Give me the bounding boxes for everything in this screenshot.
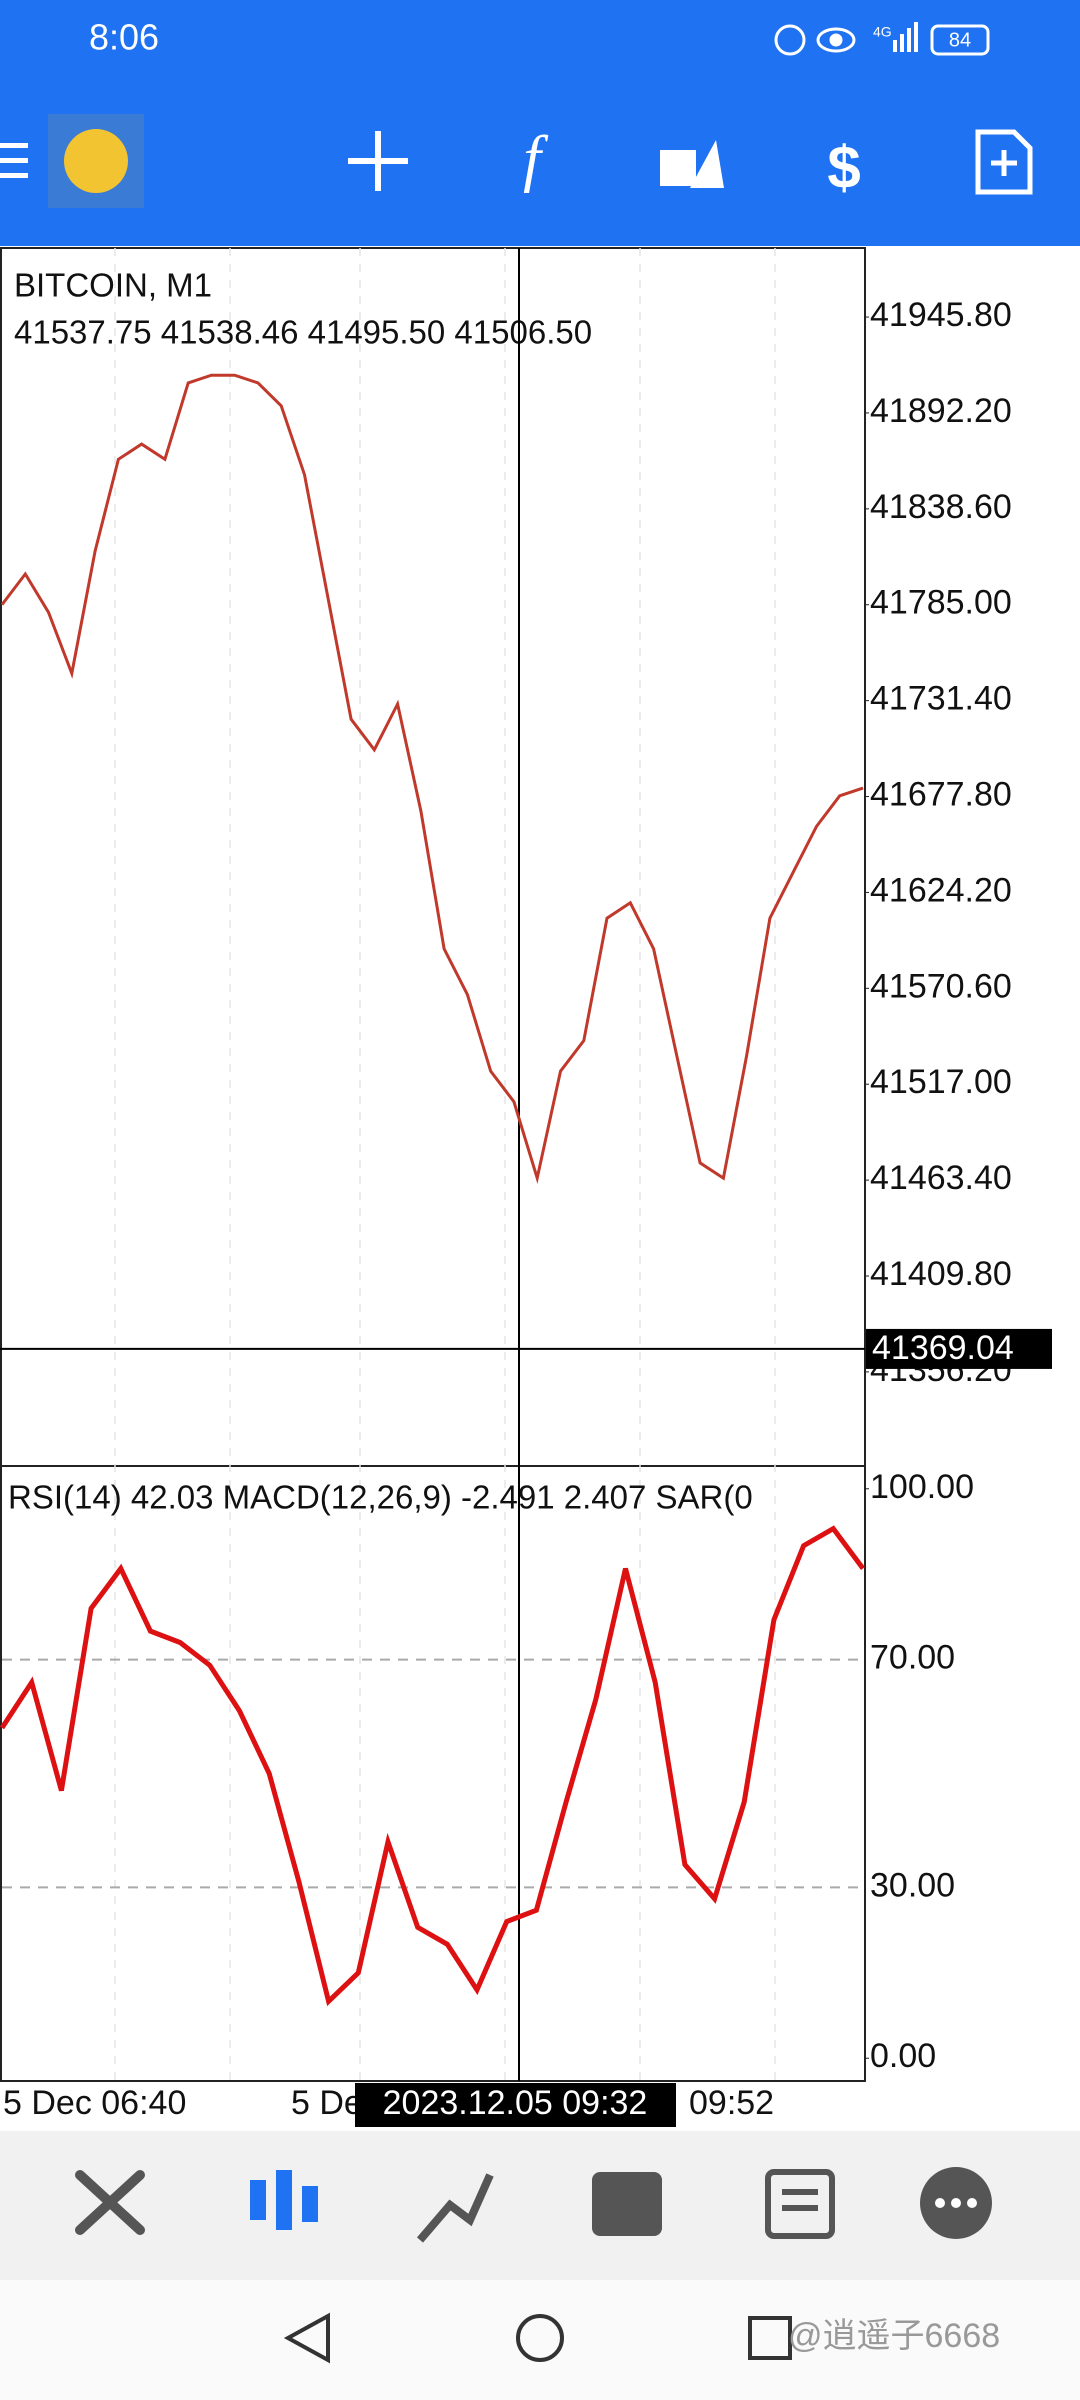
history-tab[interactable]	[592, 2172, 662, 2236]
news-tab[interactable]	[765, 2169, 835, 2239]
chat-tab[interactable]	[920, 2167, 992, 2239]
new-order-button[interactable]	[975, 129, 1033, 195]
logo-mark	[64, 129, 128, 193]
y-tick-label: 41785.00	[870, 584, 1012, 622]
symbol-title: BITCOIN, M1	[14, 267, 212, 304]
y-tick-label: 0.00	[870, 2037, 936, 2075]
line-series	[0, 1525, 866, 2007]
indicator-panel	[0, 1465, 866, 2082]
status-icons	[774, 24, 990, 56]
ohlc: 41537.75 41538.46 41495.50 41506.50	[14, 314, 592, 351]
home-button[interactable]	[516, 2314, 564, 2362]
objects-button[interactable]	[660, 140, 724, 188]
toolbar	[0, 2131, 1080, 2280]
y-tick-label: 41838.60	[870, 488, 1012, 526]
quotes-tab[interactable]	[75, 2170, 145, 2235]
y-tick-label: 41731.40	[870, 680, 1012, 718]
grid-lines	[114, 248, 776, 2081]
y-tick-label: 41945.80	[870, 296, 1012, 334]
move-button[interactable]	[348, 131, 408, 191]
time-label: 09:52	[689, 2084, 774, 2122]
watermark: @逍遥子6668	[788, 2317, 1000, 2355]
indicator-title: RSI(14) 42.03 MACD(12,26,9) -2.491 2.407…	[8, 1479, 753, 1516]
menu-button[interactable]	[0, 143, 28, 178]
price-panel	[0, 247, 866, 1467]
y-tick-label: 41892.20	[870, 392, 1012, 430]
y-tick-label: 41517.00	[870, 1063, 1012, 1101]
y-tick-label: 41624.20	[870, 871, 1012, 909]
time-label: 5 Dec 06:40	[3, 2084, 186, 2122]
line-series	[0, 373, 864, 1185]
trade-button[interactable]: $	[827, 134, 860, 201]
y-tick-label: 70.00	[870, 1639, 955, 1677]
nav-bar	[0, 2280, 1080, 2400]
crosshair-price: 41369.04	[872, 1329, 1014, 1367]
y-tick-label: 41677.80	[870, 776, 1012, 814]
battery: 84	[949, 29, 971, 51]
crosshair-time-box	[355, 2083, 676, 2127]
crosshair-time: 2023.12.05 09:32	[383, 2084, 648, 2122]
recents-button[interactable]	[748, 2316, 792, 2360]
y-tick-label: 41409.80	[870, 1255, 1012, 1293]
clock: 8:06	[89, 17, 159, 58]
network: 4G	[873, 24, 892, 40]
y-tick-label: 100.00	[870, 1468, 974, 1506]
chart-tab[interactable]	[250, 2170, 318, 2230]
y-tick-label: 41463.40	[870, 1159, 1012, 1197]
crosshair-price-box	[866, 1328, 1052, 1369]
time-label: 5 De	[291, 2084, 363, 2122]
signal	[893, 22, 918, 52]
y-tick-label: 30.00	[870, 1866, 955, 1904]
y-tick-label: 41570.60	[870, 967, 1012, 1005]
back-button[interactable]	[283, 2312, 330, 2364]
trade-tab[interactable]	[416, 2173, 494, 2243]
